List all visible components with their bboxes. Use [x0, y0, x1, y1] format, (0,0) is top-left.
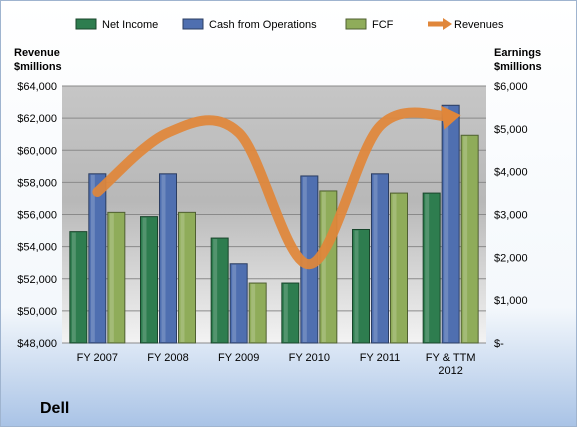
right-axis-tick-label: $5,000 [494, 124, 528, 136]
right-axis-tick-label: $- [494, 338, 504, 350]
bar-fcf [248, 282, 267, 344]
x-axis-tick-label: FY & TTM [426, 352, 476, 364]
bar-highlight [425, 194, 430, 342]
bar-highlight [180, 213, 185, 342]
bar-fcf [390, 192, 408, 344]
left-axis-tick-label: $54,000 [17, 242, 57, 254]
bar-highlight [213, 239, 218, 342]
bar-highlight [373, 174, 378, 342]
legend-swatch [182, 18, 204, 30]
legend-label: Revenues [454, 19, 504, 31]
x-axis-tick-label: FY 2008 [147, 352, 188, 364]
left-axis-title-line1: Revenue [14, 47, 60, 59]
bar-net-income [422, 192, 441, 344]
bar-cash-from-operations [371, 173, 389, 344]
bar-cash-from-operations [159, 173, 177, 344]
left-axis-tick-label: $64,000 [17, 81, 57, 93]
bar-net-income [210, 237, 229, 344]
right-axis-tick-label: $1,000 [494, 295, 528, 307]
bar-highlight [444, 106, 449, 343]
bar-highlight [109, 213, 114, 342]
bar-highlight [354, 230, 359, 342]
bar-cash-from-operations [229, 263, 248, 344]
x-axis-tick-label: 2012 [438, 365, 462, 377]
bar-net-income [140, 216, 158, 344]
revenue-arrowhead [441, 105, 461, 130]
left-axis-tick-label: $50,000 [17, 306, 57, 318]
bar-fcf [460, 134, 479, 344]
legend-label: FCF [372, 19, 394, 31]
legend-arrow-icon [443, 18, 452, 30]
x-axis-tick-label: FY 2011 [360, 352, 401, 364]
left-axis-tick-label: $56,000 [17, 210, 57, 222]
legend-label: Net Income [102, 19, 158, 31]
bar-fcf [107, 211, 126, 344]
left-axis-tick-label: $62,000 [17, 113, 57, 125]
right-axis-tick-label: $2,000 [494, 252, 528, 264]
x-axis-tick-label: FY 2009 [218, 352, 259, 364]
legend-swatch [75, 18, 97, 30]
x-axis-tick-label: FY 2007 [77, 352, 118, 364]
left-axis-tick-label: $58,000 [17, 177, 57, 189]
left-axis-tick-label: $52,000 [17, 274, 57, 286]
right-axis-tick-label: $6,000 [494, 81, 528, 93]
revenue-line [92, 107, 456, 270]
left-axis-tick-label: $60,000 [17, 145, 57, 157]
bar-highlight [283, 284, 288, 342]
legend-swatch [345, 18, 367, 30]
bar-highlight [71, 232, 76, 342]
bar-cash-from-operations [441, 104, 460, 344]
bar-highlight [251, 284, 256, 342]
bar-net-income [281, 282, 300, 344]
bar-highlight [142, 217, 147, 342]
x-axis-tick-label: FY 2010 [289, 352, 330, 364]
right-axis-tick-label: $4,000 [494, 167, 528, 179]
legend-label: Cash from Operations [209, 19, 317, 31]
bar-highlight [321, 191, 326, 342]
bar-highlight [232, 264, 237, 342]
chart-title: Dell [40, 400, 69, 417]
bar-net-income [352, 228, 370, 344]
bar-highlight [161, 174, 166, 342]
bar-fcf [178, 211, 196, 344]
left-axis-tick-label: $48,000 [17, 338, 57, 350]
bar-highlight [90, 174, 95, 342]
bar-net-income [69, 231, 88, 344]
right-axis-title-line1: Earnings [494, 47, 541, 59]
right-axis-tick-label: $3,000 [494, 210, 528, 222]
bar-highlight [392, 194, 397, 342]
bar-cash-from-operations [88, 173, 107, 344]
left-axis-title-line2: $millions [14, 61, 62, 73]
bar-highlight [463, 136, 468, 342]
right-axis-title-line2: $millions [494, 61, 542, 73]
